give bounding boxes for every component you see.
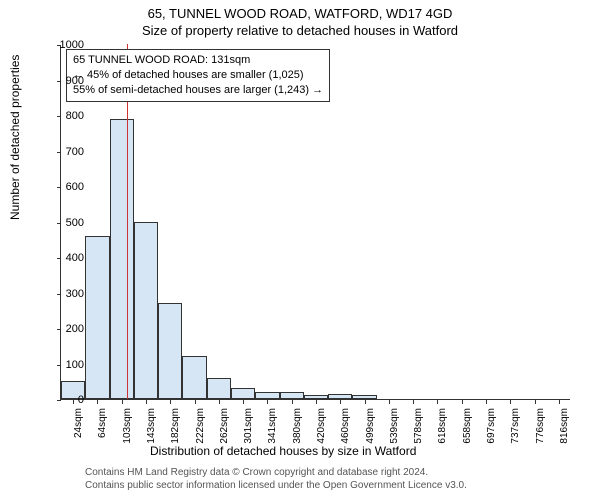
x-tick xyxy=(243,400,244,404)
x-tick xyxy=(146,400,147,404)
x-tick xyxy=(535,400,536,404)
x-tick-label: 341sqm xyxy=(267,408,278,448)
x-tick-label: 697sqm xyxy=(486,408,497,448)
x-tick-label: 578sqm xyxy=(413,408,424,448)
y-tick xyxy=(57,152,61,153)
page-title: 65, TUNNEL WOOD ROAD, WATFORD, WD17 4GD xyxy=(0,0,600,21)
x-tick-label: 143sqm xyxy=(146,408,157,448)
x-tick-label: 460sqm xyxy=(340,408,351,448)
x-tick xyxy=(122,400,123,404)
histogram-bar xyxy=(255,392,279,399)
histogram-bar xyxy=(85,236,109,399)
y-tick-label: 400 xyxy=(66,252,84,264)
x-tick xyxy=(316,400,317,404)
y-tick-label: 1000 xyxy=(60,39,84,51)
x-tick-label: 776sqm xyxy=(535,408,546,448)
y-tick xyxy=(57,258,61,259)
x-tick xyxy=(437,400,438,404)
y-tick-label: 800 xyxy=(66,110,84,122)
x-tick-label: 262sqm xyxy=(219,408,230,448)
x-tick xyxy=(389,400,390,404)
x-tick xyxy=(340,400,341,404)
y-tick xyxy=(57,116,61,117)
x-tick xyxy=(365,400,366,404)
histogram-bar xyxy=(158,303,182,399)
x-axis-label: Distribution of detached houses by size … xyxy=(150,444,416,458)
x-tick-label: 737sqm xyxy=(510,408,521,448)
y-tick xyxy=(57,81,61,82)
annotation-box: 65 TUNNEL WOOD ROAD: 131sqm ← 45% of det… xyxy=(66,49,330,102)
x-tick-label: 182sqm xyxy=(170,408,181,448)
y-tick xyxy=(57,187,61,188)
annotation-line1: 65 TUNNEL WOOD ROAD: 131sqm xyxy=(73,53,323,68)
x-tick-label: 222sqm xyxy=(195,408,206,448)
x-tick-label: 64sqm xyxy=(97,408,108,448)
x-tick-label: 420sqm xyxy=(316,408,327,448)
x-tick-label: 380sqm xyxy=(292,408,303,448)
attribution-line1: Contains HM Land Registry data © Crown c… xyxy=(85,466,467,479)
y-tick-label: 500 xyxy=(66,217,84,229)
x-tick xyxy=(73,400,74,404)
x-tick xyxy=(292,400,293,404)
y-tick-label: 700 xyxy=(66,146,84,158)
x-tick-label: 618sqm xyxy=(437,408,448,448)
y-tick-label: 300 xyxy=(66,288,84,300)
x-tick-label: 103sqm xyxy=(122,408,133,448)
annotation-line2: ← 45% of detached houses are smaller (1,… xyxy=(73,68,323,83)
histogram-bar xyxy=(182,356,206,399)
x-tick xyxy=(413,400,414,404)
histogram-bar xyxy=(207,378,231,399)
chart-area: 24sqm64sqm103sqm143sqm182sqm222sqm262sqm… xyxy=(60,45,570,400)
histogram-bar xyxy=(280,392,304,399)
x-tick xyxy=(510,400,511,404)
x-tick xyxy=(219,400,220,404)
page-subtitle: Size of property relative to detached ho… xyxy=(0,21,600,38)
annotation-line3: 55% of semi-detached houses are larger (… xyxy=(73,83,323,98)
x-tick-label: 658sqm xyxy=(462,408,473,448)
y-tick xyxy=(57,329,61,330)
y-tick-label: 100 xyxy=(66,359,84,371)
y-tick-label: 0 xyxy=(78,394,84,406)
y-tick xyxy=(57,400,61,401)
histogram-bar xyxy=(352,395,376,399)
x-tick xyxy=(486,400,487,404)
histogram-bar xyxy=(134,222,158,400)
histogram-bar xyxy=(328,394,352,399)
x-tick xyxy=(170,400,171,404)
y-tick-label: 900 xyxy=(66,75,84,87)
x-tick-label: 816sqm xyxy=(559,408,570,448)
y-tick xyxy=(57,365,61,366)
y-tick xyxy=(57,294,61,295)
x-tick xyxy=(462,400,463,404)
x-tick xyxy=(559,400,560,404)
histogram-bar xyxy=(231,388,255,399)
y-tick-label: 600 xyxy=(66,181,84,193)
x-tick-label: 24sqm xyxy=(73,408,84,448)
y-tick-label: 200 xyxy=(66,323,84,335)
attribution-line2: Contains public sector information licen… xyxy=(85,479,467,492)
x-tick xyxy=(195,400,196,404)
x-tick-label: 301sqm xyxy=(243,408,254,448)
histogram-bar xyxy=(110,119,134,399)
histogram-bar xyxy=(304,395,328,399)
y-axis-label: Number of detached properties xyxy=(8,55,22,220)
x-tick-label: 539sqm xyxy=(389,408,400,448)
x-tick xyxy=(97,400,98,404)
attribution: Contains HM Land Registry data © Crown c… xyxy=(85,466,467,492)
y-tick xyxy=(57,223,61,224)
x-tick-label: 499sqm xyxy=(365,408,376,448)
x-tick xyxy=(267,400,268,404)
